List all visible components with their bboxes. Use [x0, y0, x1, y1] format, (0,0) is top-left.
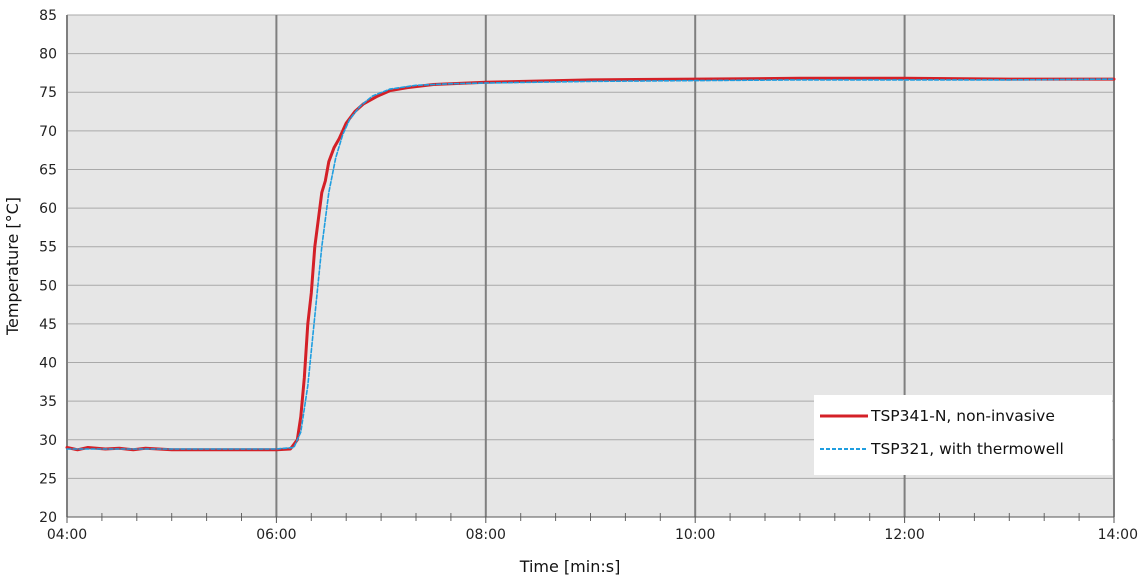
legend: TSP341-N, non-invasive TSP321, with ther…: [814, 395, 1112, 475]
y-tick-label: 20: [39, 510, 57, 526]
legend-label-tsp321: TSP321, with thermowell: [870, 440, 1064, 458]
y-tick-label: 60: [39, 201, 57, 217]
x-axis-title: Time [min:s]: [519, 557, 621, 576]
x-tick-label: 14:00: [1098, 527, 1138, 543]
y-tick-label: 75: [39, 85, 57, 101]
y-tick-label: 35: [39, 394, 57, 410]
y-tick-label: 80: [39, 47, 57, 63]
series-line-tsp321: [66, 78, 1115, 450]
y-tick-label: 30: [39, 433, 57, 449]
x-tick-label: 08:00: [466, 527, 506, 543]
y-tick-label: 50: [39, 278, 57, 294]
y-tick-label: 55: [39, 240, 57, 256]
y-tick-label: 40: [39, 356, 57, 372]
x-tick-label: 06:00: [256, 527, 296, 543]
y-tick-label: 25: [39, 471, 57, 487]
y-tick-label: 45: [39, 317, 57, 333]
y-axis-title: Temperature [°C]: [3, 197, 22, 336]
y-tick-label: 70: [39, 124, 57, 140]
x-tick-label: 10:00: [675, 527, 715, 543]
y-tick-label: 85: [39, 8, 57, 24]
x-tick-label: 04:00: [47, 527, 87, 543]
legend-box: [814, 395, 1112, 475]
x-tick-label: 12:00: [884, 527, 924, 543]
axis-ticks: 20 25 30 35 40 45 50 55 60 65 70 75 80 85 04:00 06:00 08…: [39, 8, 1138, 543]
legend-label-tsp341: TSP341-N, non-invasive: [870, 407, 1055, 425]
series-lines: [65, 76, 1116, 452]
y-tick-label: 65: [39, 162, 57, 178]
